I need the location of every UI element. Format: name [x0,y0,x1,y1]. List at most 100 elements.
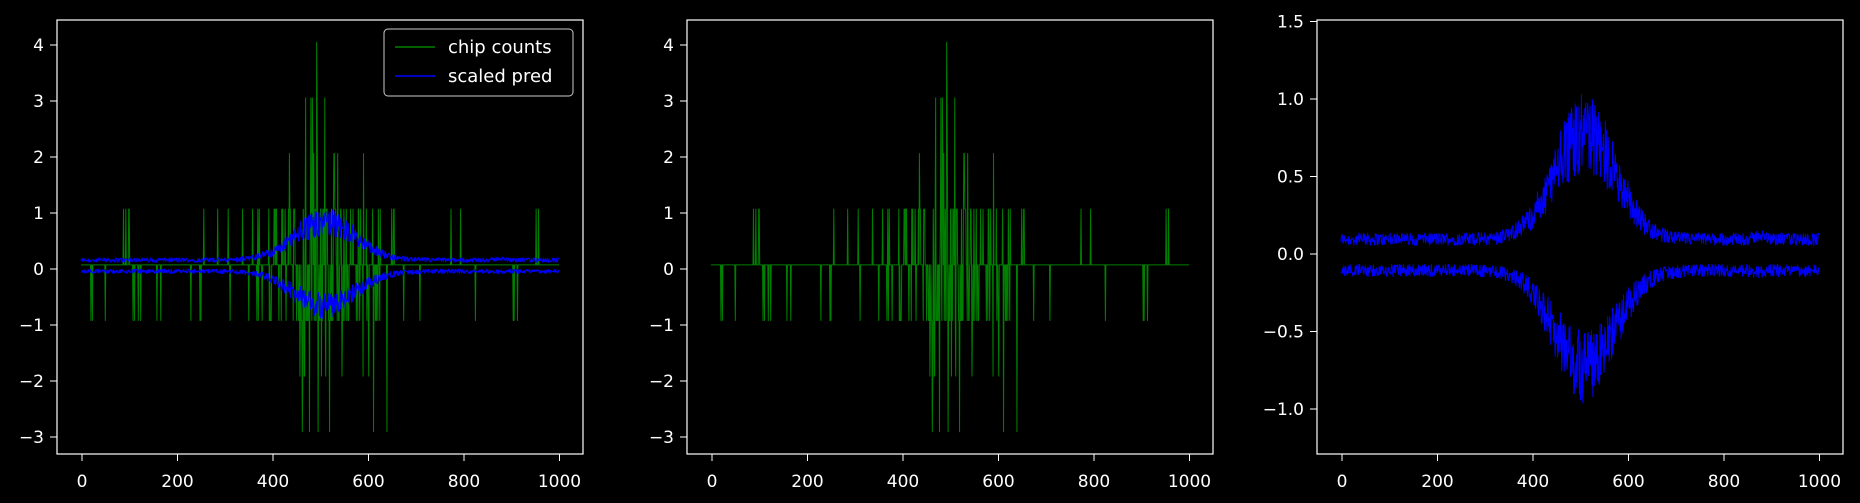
x-tick-label: 1000 [538,472,581,492]
y-tick-1: 1 [33,204,57,224]
y-tick-label: −2 [19,372,44,392]
y-tick-label: 2 [33,148,44,168]
y-tick-neg0.5: −0.5 [1263,323,1317,343]
x-axis-ticks: 0 200 400 600 800 1000 [77,454,581,492]
y-tick-3: 3 [33,92,57,112]
x-tick-0: 0 [1337,454,1348,492]
axes-frame [56,19,584,455]
y-tick-label: −2 [649,372,674,392]
y-tick-1.0: 1.0 [1277,90,1317,110]
series-pred-lower-line [1340,263,1820,404]
y-tick-label: 3 [663,92,674,112]
y-tick-1: 1 [663,204,687,224]
legend: chip counts scaled pred [383,28,574,97]
x-tick-400: 400 [887,454,919,492]
series-pred-upper-line [1340,93,1820,246]
y-axis-ticks: −3 −2 −1 0 1 2 3 4 [649,36,687,448]
x-tick-label: 0 [707,472,718,492]
y-tick-label: −0.5 [1263,323,1304,343]
x-tick-label: 1000 [1798,472,1841,492]
y-tick-label: 4 [33,36,44,56]
x-tick-label: 400 [257,472,289,492]
series-chip-counts-line [710,41,1190,433]
y-tick-label: 1 [663,204,674,224]
x-tick-label: 400 [1517,472,1549,492]
x-tick-0: 0 [77,454,88,492]
y-tick-2: 2 [33,148,57,168]
x-tick-600: 600 [982,454,1015,492]
series-layer [80,41,560,433]
y-tick-label: −1 [649,316,674,336]
y-tick-label: 1.0 [1277,90,1304,110]
x-tick-label: 200 [161,472,193,492]
y-tick-label: 1.5 [1277,13,1304,33]
legend-label-chip-counts: chip counts [448,37,552,58]
x-tick-1000: 1000 [1168,454,1211,492]
x-tick-label: 1000 [1168,472,1211,492]
y-tick-label: 0 [663,260,674,280]
x-axis-ticks: 0 200 400 600 800 1000 [1337,454,1841,492]
series-chip-counts-line [80,41,560,433]
legend-label-scaled-pred: scaled pred [448,66,552,87]
y-tick-3: 3 [663,92,687,112]
y-tick-label: 0 [33,260,44,280]
x-tick-200: 200 [1421,454,1454,492]
y-tick-4: 4 [663,36,687,56]
y-tick-neg2: −2 [649,372,687,392]
series-scaled-pred-upper-line [80,207,560,263]
x-tick-label: 800 [448,472,480,492]
x-tick-600: 600 [352,454,385,492]
y-tick-0.0: 0.0 [1277,245,1317,265]
x-tick-1000: 1000 [538,454,581,492]
x-tick-label: 800 [1708,472,1740,492]
y-tick-0: 0 [33,260,57,280]
x-tick-800: 800 [1708,454,1740,492]
y-tick-label: 2 [663,148,674,168]
series-layer [710,41,1190,433]
y-tick-neg3: −3 [19,428,57,448]
y-tick-1.5: 1.5 [1277,13,1317,33]
x-axis-ticks: 0 200 400 600 800 1000 [707,454,1211,492]
y-tick-label: 3 [33,92,44,112]
y-tick-neg1: −1 [19,316,57,336]
y-tick-neg3: −3 [649,428,687,448]
y-tick-label: 0.0 [1277,245,1304,265]
y-tick-label: −3 [19,428,44,448]
y-tick-neg2: −2 [19,372,57,392]
y-tick-label: −3 [649,428,674,448]
series-scaled-pred-lower-line [80,268,560,320]
x-tick-label: 200 [791,472,823,492]
y-tick-label: −1.0 [1263,400,1304,420]
axes-frame [686,19,1214,455]
panel-counts-and-pred: 0 200 400 600 800 1000 −3 −2 −1 0 1 2 3 … [19,19,584,492]
y-tick-label: −1 [19,316,44,336]
y-tick-0: 0 [663,260,687,280]
x-tick-1000: 1000 [1798,454,1841,492]
x-tick-0: 0 [707,454,718,492]
y-tick-neg1.0: −1.0 [1263,400,1317,420]
panel-counts: 0 200 400 600 800 1000 −3 −2 −1 0 1 2 3 … [649,19,1214,492]
series-layer [1340,93,1820,404]
y-tick-4: 4 [33,36,57,56]
x-tick-label: 600 [982,472,1014,492]
x-tick-label: 200 [1421,472,1453,492]
y-axis-ticks: −1.0 −0.5 0.0 0.5 1.0 1.5 [1263,13,1317,420]
y-tick-label: 1 [33,204,44,224]
y-tick-0.5: 0.5 [1277,168,1317,188]
x-tick-800: 800 [448,454,480,492]
y-tick-label: 4 [663,36,674,56]
axes-frame [1316,19,1844,455]
y-tick-label: 0.5 [1277,168,1304,188]
x-tick-label: 0 [1337,472,1348,492]
x-tick-400: 400 [257,454,289,492]
x-tick-label: 0 [77,472,88,492]
x-tick-800: 800 [1078,454,1110,492]
legend-box [383,28,574,97]
y-tick-2: 2 [663,148,687,168]
x-tick-label: 400 [887,472,919,492]
y-tick-neg1: −1 [649,316,687,336]
x-tick-400: 400 [1517,454,1549,492]
x-tick-200: 200 [791,454,824,492]
